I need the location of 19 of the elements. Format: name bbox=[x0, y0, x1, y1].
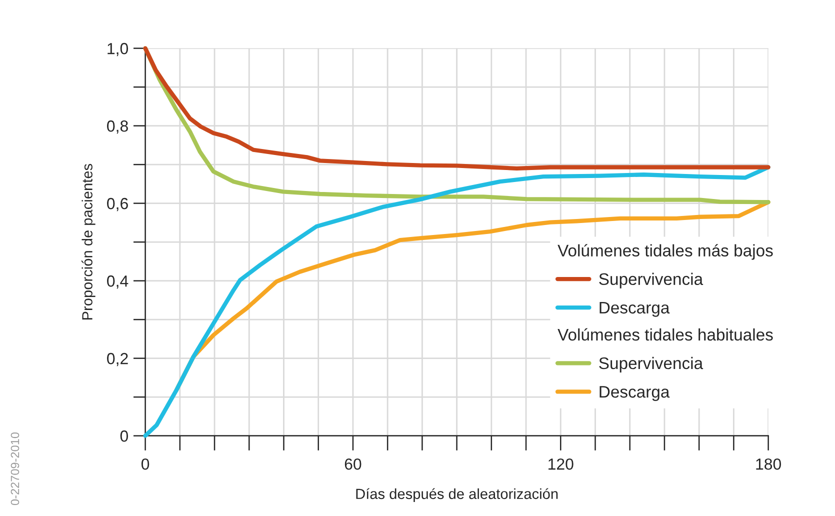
y-tick-label: 0,4 bbox=[107, 275, 128, 289]
legend-label: Descarga bbox=[600, 302, 670, 317]
x-axis-title: Días después de aleatorización bbox=[356, 488, 558, 502]
x-tick-label: 0 bbox=[141, 458, 150, 470]
y-tick-label: 0,2 bbox=[107, 352, 128, 366]
text: Volúmenes tidales más bajos bbox=[558, 244, 773, 260]
x-tick-label: 180 bbox=[756, 458, 781, 470]
x-tick-label: 60 bbox=[344, 458, 362, 470]
text: Volúmenes tidales habituales bbox=[558, 328, 773, 341]
y-axis-title: Proporción de pacientes bbox=[82, 164, 96, 320]
y-tick-label: 0,8 bbox=[107, 120, 128, 134]
y-tick-label: 0 bbox=[120, 430, 128, 442]
legend-label: Descarga bbox=[600, 386, 670, 402]
y-tick-label: 0,6 bbox=[107, 198, 128, 212]
x-tick-label: 120 bbox=[548, 458, 574, 470]
legend-label: Supervivencia bbox=[599, 356, 704, 372]
y-tick-label: 1,0 bbox=[108, 42, 128, 56]
text: 0-22709-2010 bbox=[10, 432, 20, 506]
legend-label: Supervivencia bbox=[599, 272, 704, 288]
